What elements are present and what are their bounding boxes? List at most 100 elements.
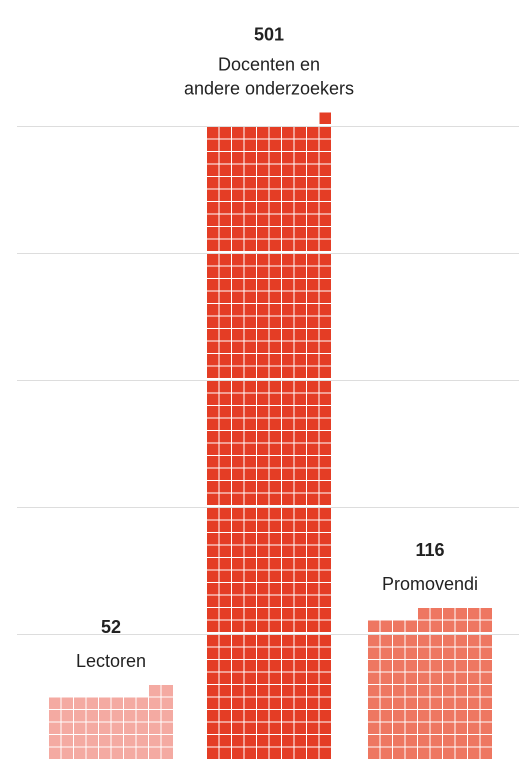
waffle-square [61, 722, 73, 734]
waffle-square [468, 647, 480, 659]
waffle-square [468, 608, 480, 620]
waffle-square [269, 660, 281, 672]
waffle-square [232, 164, 244, 176]
waffle-square [307, 406, 319, 418]
waffle-square [269, 139, 281, 151]
waffle-square [257, 304, 269, 316]
waffle-square [257, 431, 269, 443]
waffle-square [207, 164, 219, 176]
waffle-square [282, 583, 294, 595]
waffle-square [319, 493, 331, 505]
waffle-square [232, 139, 244, 151]
waffle-square [468, 620, 480, 632]
waffle-square [480, 747, 492, 759]
waffle-square [405, 722, 417, 734]
waffle-square [244, 583, 256, 595]
waffle-square [282, 493, 294, 505]
waffle-square [430, 608, 442, 620]
waffle-square [380, 697, 392, 709]
waffle-square [294, 431, 306, 443]
waffle-square [269, 443, 281, 455]
waffle-square [294, 570, 306, 582]
waffle-square [307, 520, 319, 532]
waffle-square [219, 381, 231, 393]
waffle-square [319, 533, 331, 545]
waffle-square [294, 177, 306, 189]
waffle-square [307, 366, 319, 378]
waffle-square [405, 735, 417, 747]
waffle-square [455, 747, 467, 759]
waffle-square [161, 747, 173, 759]
waffle-square [282, 570, 294, 582]
waffle-square [244, 227, 256, 239]
waffle-square [207, 202, 219, 214]
waffle-square [418, 710, 430, 722]
waffle-square [257, 595, 269, 607]
waffle-square [294, 164, 306, 176]
waffle-square [307, 189, 319, 201]
waffle-square [294, 508, 306, 520]
waffle-square [207, 660, 219, 672]
waffle-square [368, 660, 380, 672]
waffle-square [244, 545, 256, 557]
waffle-square [443, 747, 455, 759]
waffle-square [257, 202, 269, 214]
waffle-square [393, 722, 405, 734]
waffle-square [232, 660, 244, 672]
waffle-square [257, 672, 269, 684]
waffle-square [207, 239, 219, 251]
waffle-square [319, 366, 331, 378]
waffle-square [257, 647, 269, 659]
waffle-square [282, 456, 294, 468]
waffle-square [232, 468, 244, 480]
waffle-square [257, 254, 269, 266]
waffle-square [232, 493, 244, 505]
waffle-square [232, 393, 244, 405]
waffle-square [319, 304, 331, 316]
waffle-square [319, 456, 331, 468]
waffle-square [232, 595, 244, 607]
waffle-square [219, 266, 231, 278]
waffle-square [430, 620, 442, 632]
waffle-square [269, 177, 281, 189]
waffle-square [232, 279, 244, 291]
waffle-square [393, 735, 405, 747]
waffle-square [319, 393, 331, 405]
waffle-square [319, 685, 331, 697]
waffle-square [430, 635, 442, 647]
waffle-square [61, 697, 73, 709]
waffle-square [418, 635, 430, 647]
waffle-square [161, 685, 173, 697]
waffle-square [207, 481, 219, 493]
waffle-square [244, 493, 256, 505]
waffle-square [307, 418, 319, 430]
waffle-square [405, 660, 417, 672]
waffle-square [269, 291, 281, 303]
waffle-square [319, 152, 331, 164]
waffle-square [207, 533, 219, 545]
waffle-square [468, 735, 480, 747]
waffle-square [307, 239, 319, 251]
waffle-square [480, 647, 492, 659]
waffle-square [219, 520, 231, 532]
waffle-square [282, 279, 294, 291]
waffle-square [282, 508, 294, 520]
waffle-square [219, 152, 231, 164]
waffle-square [136, 710, 148, 722]
waffle-square [455, 647, 467, 659]
waffle-square [368, 672, 380, 684]
waffle-square [307, 164, 319, 176]
waffle-square [307, 685, 319, 697]
waffle-square [294, 202, 306, 214]
waffle-square [244, 266, 256, 278]
waffle-square [282, 635, 294, 647]
waffle-square [124, 747, 136, 759]
waffle-square [257, 443, 269, 455]
waffle-square [269, 481, 281, 493]
waffle-square [232, 747, 244, 759]
waffle-square [232, 545, 244, 557]
waffle-square [244, 635, 256, 647]
waffle-square [232, 635, 244, 647]
waffle-square [207, 418, 219, 430]
